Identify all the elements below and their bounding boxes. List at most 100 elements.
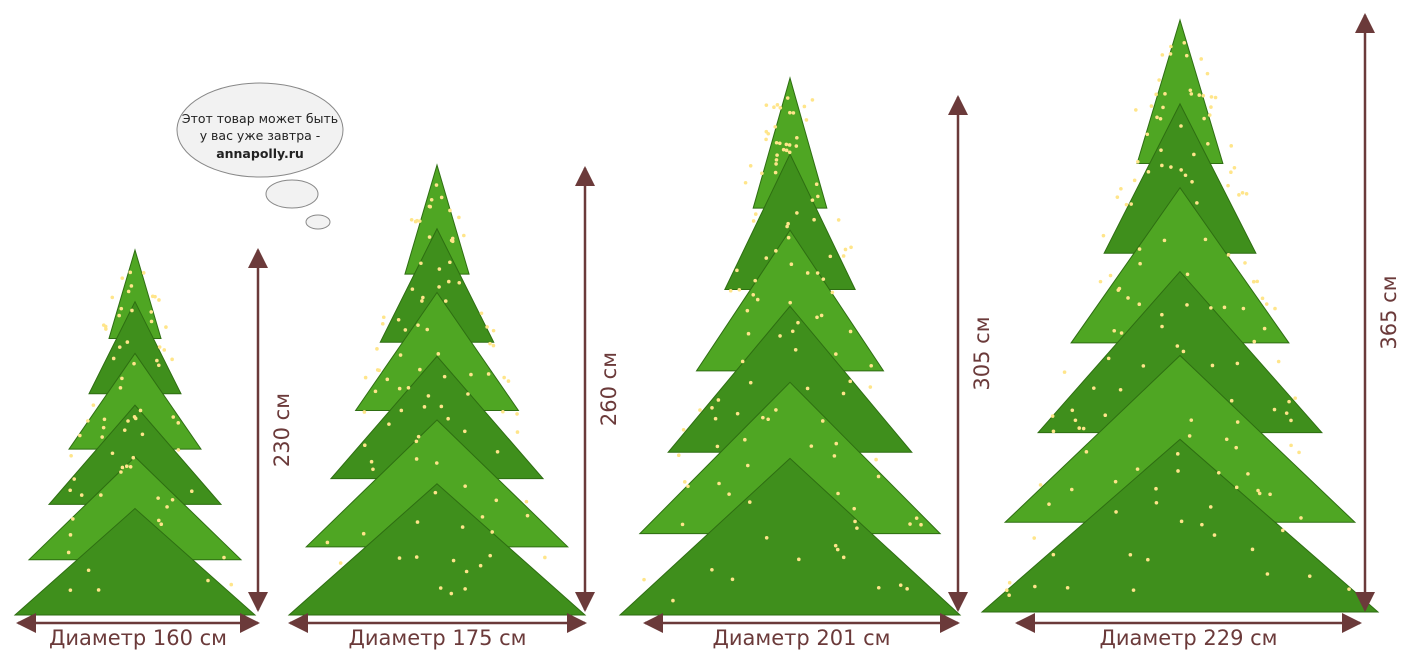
tree-light — [1208, 505, 1213, 509]
tree-light — [1115, 195, 1120, 199]
tree-light — [1187, 434, 1192, 438]
tree-light — [1192, 152, 1196, 157]
tree-light — [1262, 326, 1267, 331]
tree-light — [775, 103, 780, 107]
tree-light — [908, 522, 912, 526]
tree-light — [416, 323, 420, 327]
tree-light — [1065, 585, 1070, 590]
tree-light — [698, 408, 702, 412]
tree-light — [439, 195, 444, 200]
tree-light — [361, 531, 366, 536]
height-label: 230 см — [270, 393, 294, 467]
tree-light — [737, 287, 742, 292]
tree-light — [1244, 191, 1249, 196]
tree-light — [855, 526, 859, 530]
tree-light — [413, 219, 418, 224]
tree-light — [418, 367, 422, 372]
tree-light — [747, 500, 752, 504]
tree-light — [469, 372, 473, 377]
tree-light — [1199, 57, 1204, 61]
tree-light — [1224, 437, 1229, 442]
tree-light — [438, 586, 443, 590]
tree-light — [396, 317, 401, 322]
tree-light — [1160, 324, 1164, 329]
tree-light — [1092, 386, 1096, 390]
tree-light — [710, 405, 714, 410]
tree-light — [117, 345, 122, 349]
tree-light — [170, 357, 174, 362]
tree-light — [1276, 359, 1281, 364]
tree-tier — [13, 507, 257, 616]
tree-light — [774, 158, 779, 162]
tree-light — [772, 105, 776, 110]
tree-light — [1098, 279, 1103, 284]
tree-light — [101, 425, 106, 430]
tree-light — [501, 409, 505, 414]
tree-light — [1212, 533, 1217, 537]
tree-light — [795, 135, 799, 140]
speech-bubble: Этот товар может быть у вас уже завтра -… — [176, 82, 344, 230]
tree-light — [1207, 113, 1212, 117]
tree-light — [480, 515, 485, 519]
tree-light — [841, 254, 846, 258]
tree-light — [834, 441, 839, 446]
tree-light — [1145, 132, 1150, 137]
tree-light — [1007, 593, 1011, 598]
tree-light — [761, 415, 765, 420]
tree-light — [156, 496, 160, 500]
tree-light — [1252, 339, 1257, 344]
tree-light — [416, 434, 421, 439]
tree-light — [1260, 296, 1265, 301]
tree-light — [1106, 356, 1111, 361]
tree-light — [171, 415, 176, 419]
tree-light — [1101, 233, 1106, 238]
tree-light — [735, 411, 740, 416]
bubble-text: у вас уже завтра - — [200, 128, 321, 143]
tree-light — [68, 533, 73, 537]
tree-light — [369, 459, 374, 464]
tree-light — [189, 489, 194, 494]
tree-light — [159, 522, 164, 527]
tree-light — [464, 569, 469, 574]
tree-light — [1168, 52, 1173, 56]
tree-light — [1149, 104, 1154, 108]
tree-light — [1126, 296, 1130, 300]
tree-light — [434, 461, 439, 465]
tree-light — [1243, 261, 1247, 265]
tree-light — [478, 563, 483, 568]
tree-light — [502, 375, 506, 380]
tree-light — [1179, 124, 1183, 128]
tree-light — [128, 270, 133, 275]
tree-light — [1135, 467, 1140, 471]
tree-light — [1131, 588, 1136, 592]
tree-light — [363, 375, 368, 380]
tree-light — [415, 520, 420, 524]
tree-light — [774, 162, 778, 166]
tree-light — [1070, 408, 1075, 413]
tree-light — [371, 467, 375, 472]
tree-light — [730, 577, 735, 582]
tree-light — [119, 306, 124, 311]
tree-light — [381, 315, 386, 320]
tree-light — [122, 428, 127, 432]
tree-light — [206, 578, 210, 583]
tree-light — [816, 194, 820, 199]
tree-light — [434, 183, 439, 187]
tree-light — [515, 430, 520, 434]
tree-light — [117, 313, 121, 318]
tree-light — [1077, 426, 1082, 430]
tree-light — [157, 363, 161, 368]
tree-light — [449, 238, 454, 243]
tree-light — [1113, 479, 1118, 484]
tree-light — [176, 448, 181, 452]
tree-light — [919, 522, 923, 527]
tree-light — [1226, 253, 1231, 257]
tree-light — [874, 457, 878, 462]
tree-light — [99, 493, 103, 497]
bubble-link[interactable]: annapolly.ru — [216, 146, 304, 161]
diameter-label: Диаметр 201 см — [712, 626, 890, 650]
tree-light — [848, 329, 853, 334]
tree-light — [849, 245, 853, 250]
tree-light — [773, 124, 778, 129]
